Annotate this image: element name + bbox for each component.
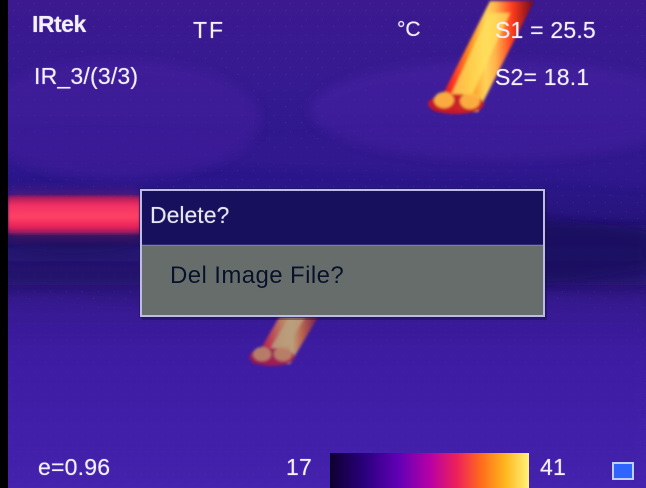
dialog-title-bar: Delete? [142,191,543,245]
upper-temperature-texture [0,127,646,188]
delete-image-option[interactable]: Del Image File? [142,245,543,315]
emissivity-value: e=0.96 [38,454,111,480]
dialog-title: Delete? [150,202,230,228]
spot-temperature-2: S2= 18.1 [495,64,590,90]
storage-label: TF [193,17,226,43]
temperature-unit: °C [397,18,421,41]
left-black-border [0,0,8,488]
blue-square-icon [612,462,634,480]
left-hot-strip-glow [8,191,140,239]
brand-logo-text: IRtek [32,11,86,37]
top-heat-pipe [428,1,534,114]
scale-max-temperature: 41 [540,454,566,480]
image-file-counter: IR_3/(3/3) [34,63,139,89]
temperature-palette-bar [330,453,529,488]
lower-temperature-texture [0,293,646,488]
dialog-message: Del Image File? [170,262,345,289]
delete-confirmation-dialog: Delete? Del Image File? [140,189,545,317]
scale-min-temperature: 17 [286,454,312,480]
spot-temperature-1: S1 = 25.5 [495,17,596,43]
